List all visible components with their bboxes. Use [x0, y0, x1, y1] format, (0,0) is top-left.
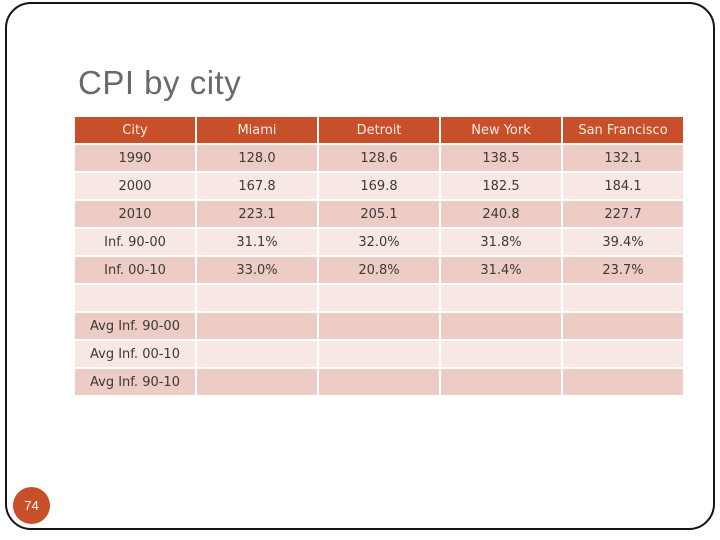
value-cell: 31.8%	[441, 229, 561, 255]
value-cell	[197, 369, 317, 395]
value-cell: 182.5	[441, 173, 561, 199]
value-cell: 138.5	[441, 145, 561, 171]
row-label-cell: Inf. 00-10	[75, 257, 195, 283]
value-cell	[197, 313, 317, 339]
value-cell: 227.7	[563, 201, 683, 227]
value-cell	[441, 341, 561, 367]
value-cell	[319, 313, 439, 339]
value-cell	[563, 285, 683, 311]
value-cell: 184.1	[563, 173, 683, 199]
value-cell: 223.1	[197, 201, 317, 227]
column-header-miami: Miami	[197, 117, 317, 143]
column-header-city: City	[75, 117, 195, 143]
page-number: 74	[24, 498, 39, 513]
row-label-cell	[75, 285, 195, 311]
row-label-cell: Avg Inf. 00-10	[75, 341, 195, 367]
value-cell: 128.0	[197, 145, 317, 171]
table-row: Avg Inf. 00-10	[75, 341, 683, 367]
row-label-cell: Avg Inf. 90-00	[75, 313, 195, 339]
value-cell	[441, 313, 561, 339]
value-cell: 33.0%	[197, 257, 317, 283]
value-cell: 167.8	[197, 173, 317, 199]
value-cell	[197, 285, 317, 311]
value-cell	[319, 369, 439, 395]
row-label-cell: 2010	[75, 201, 195, 227]
value-cell: 20.8%	[319, 257, 439, 283]
value-cell	[563, 369, 683, 395]
value-cell: 23.7%	[563, 257, 683, 283]
row-label-cell: 2000	[75, 173, 195, 199]
column-header-detroit: Detroit	[319, 117, 439, 143]
table-row: Avg Inf. 90-00	[75, 313, 683, 339]
value-cell: 31.1%	[197, 229, 317, 255]
table-row-empty	[75, 285, 683, 311]
value-cell: 32.0%	[319, 229, 439, 255]
value-cell: 132.1	[563, 145, 683, 171]
value-cell: 205.1	[319, 201, 439, 227]
value-cell: 31.4%	[441, 257, 561, 283]
value-cell: 128.6	[319, 145, 439, 171]
table-row: Inf. 00-10 33.0% 20.8% 31.4% 23.7%	[75, 257, 683, 283]
column-header-san-francisco: San Francisco	[563, 117, 683, 143]
value-cell	[563, 313, 683, 339]
value-cell	[319, 341, 439, 367]
page-title: CPI by city	[78, 64, 242, 101]
value-cell	[441, 369, 561, 395]
value-cell	[319, 285, 439, 311]
cpi-by-city-table: City Miami Detroit New York San Francisc…	[73, 115, 685, 397]
slide-frame	[5, 2, 715, 530]
value-cell: 169.8	[319, 173, 439, 199]
table-row: 1990 128.0 128.6 138.5 132.1	[75, 145, 683, 171]
header-row: City Miami Detroit New York San Francisc…	[75, 117, 683, 143]
table-row: Avg Inf. 90-10	[75, 369, 683, 395]
row-label-cell: 1990	[75, 145, 195, 171]
row-label-cell: Avg Inf. 90-10	[75, 369, 195, 395]
data-table: City Miami Detroit New York San Francisc…	[73, 115, 685, 397]
row-label-cell: Inf. 90-00	[75, 229, 195, 255]
column-header-new-york: New York	[441, 117, 561, 143]
value-cell: 240.8	[441, 201, 561, 227]
table-row: Inf. 90-00 31.1% 32.0% 31.8% 39.4%	[75, 229, 683, 255]
table-row: 2000 167.8 169.8 182.5 184.1	[75, 173, 683, 199]
value-cell	[441, 285, 561, 311]
value-cell	[563, 341, 683, 367]
value-cell: 39.4%	[563, 229, 683, 255]
value-cell	[197, 341, 317, 367]
page-number-badge: 74	[13, 487, 50, 524]
table-row: 2010 223.1 205.1 240.8 227.7	[75, 201, 683, 227]
